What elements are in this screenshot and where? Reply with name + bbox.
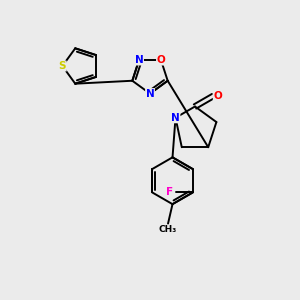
- Text: F: F: [166, 188, 173, 197]
- Text: O: O: [157, 55, 165, 65]
- Text: N: N: [171, 113, 180, 123]
- Text: S: S: [59, 61, 66, 71]
- Text: N: N: [146, 88, 154, 99]
- Text: N: N: [135, 55, 143, 65]
- Text: CH₃: CH₃: [159, 225, 177, 234]
- Text: O: O: [213, 91, 222, 101]
